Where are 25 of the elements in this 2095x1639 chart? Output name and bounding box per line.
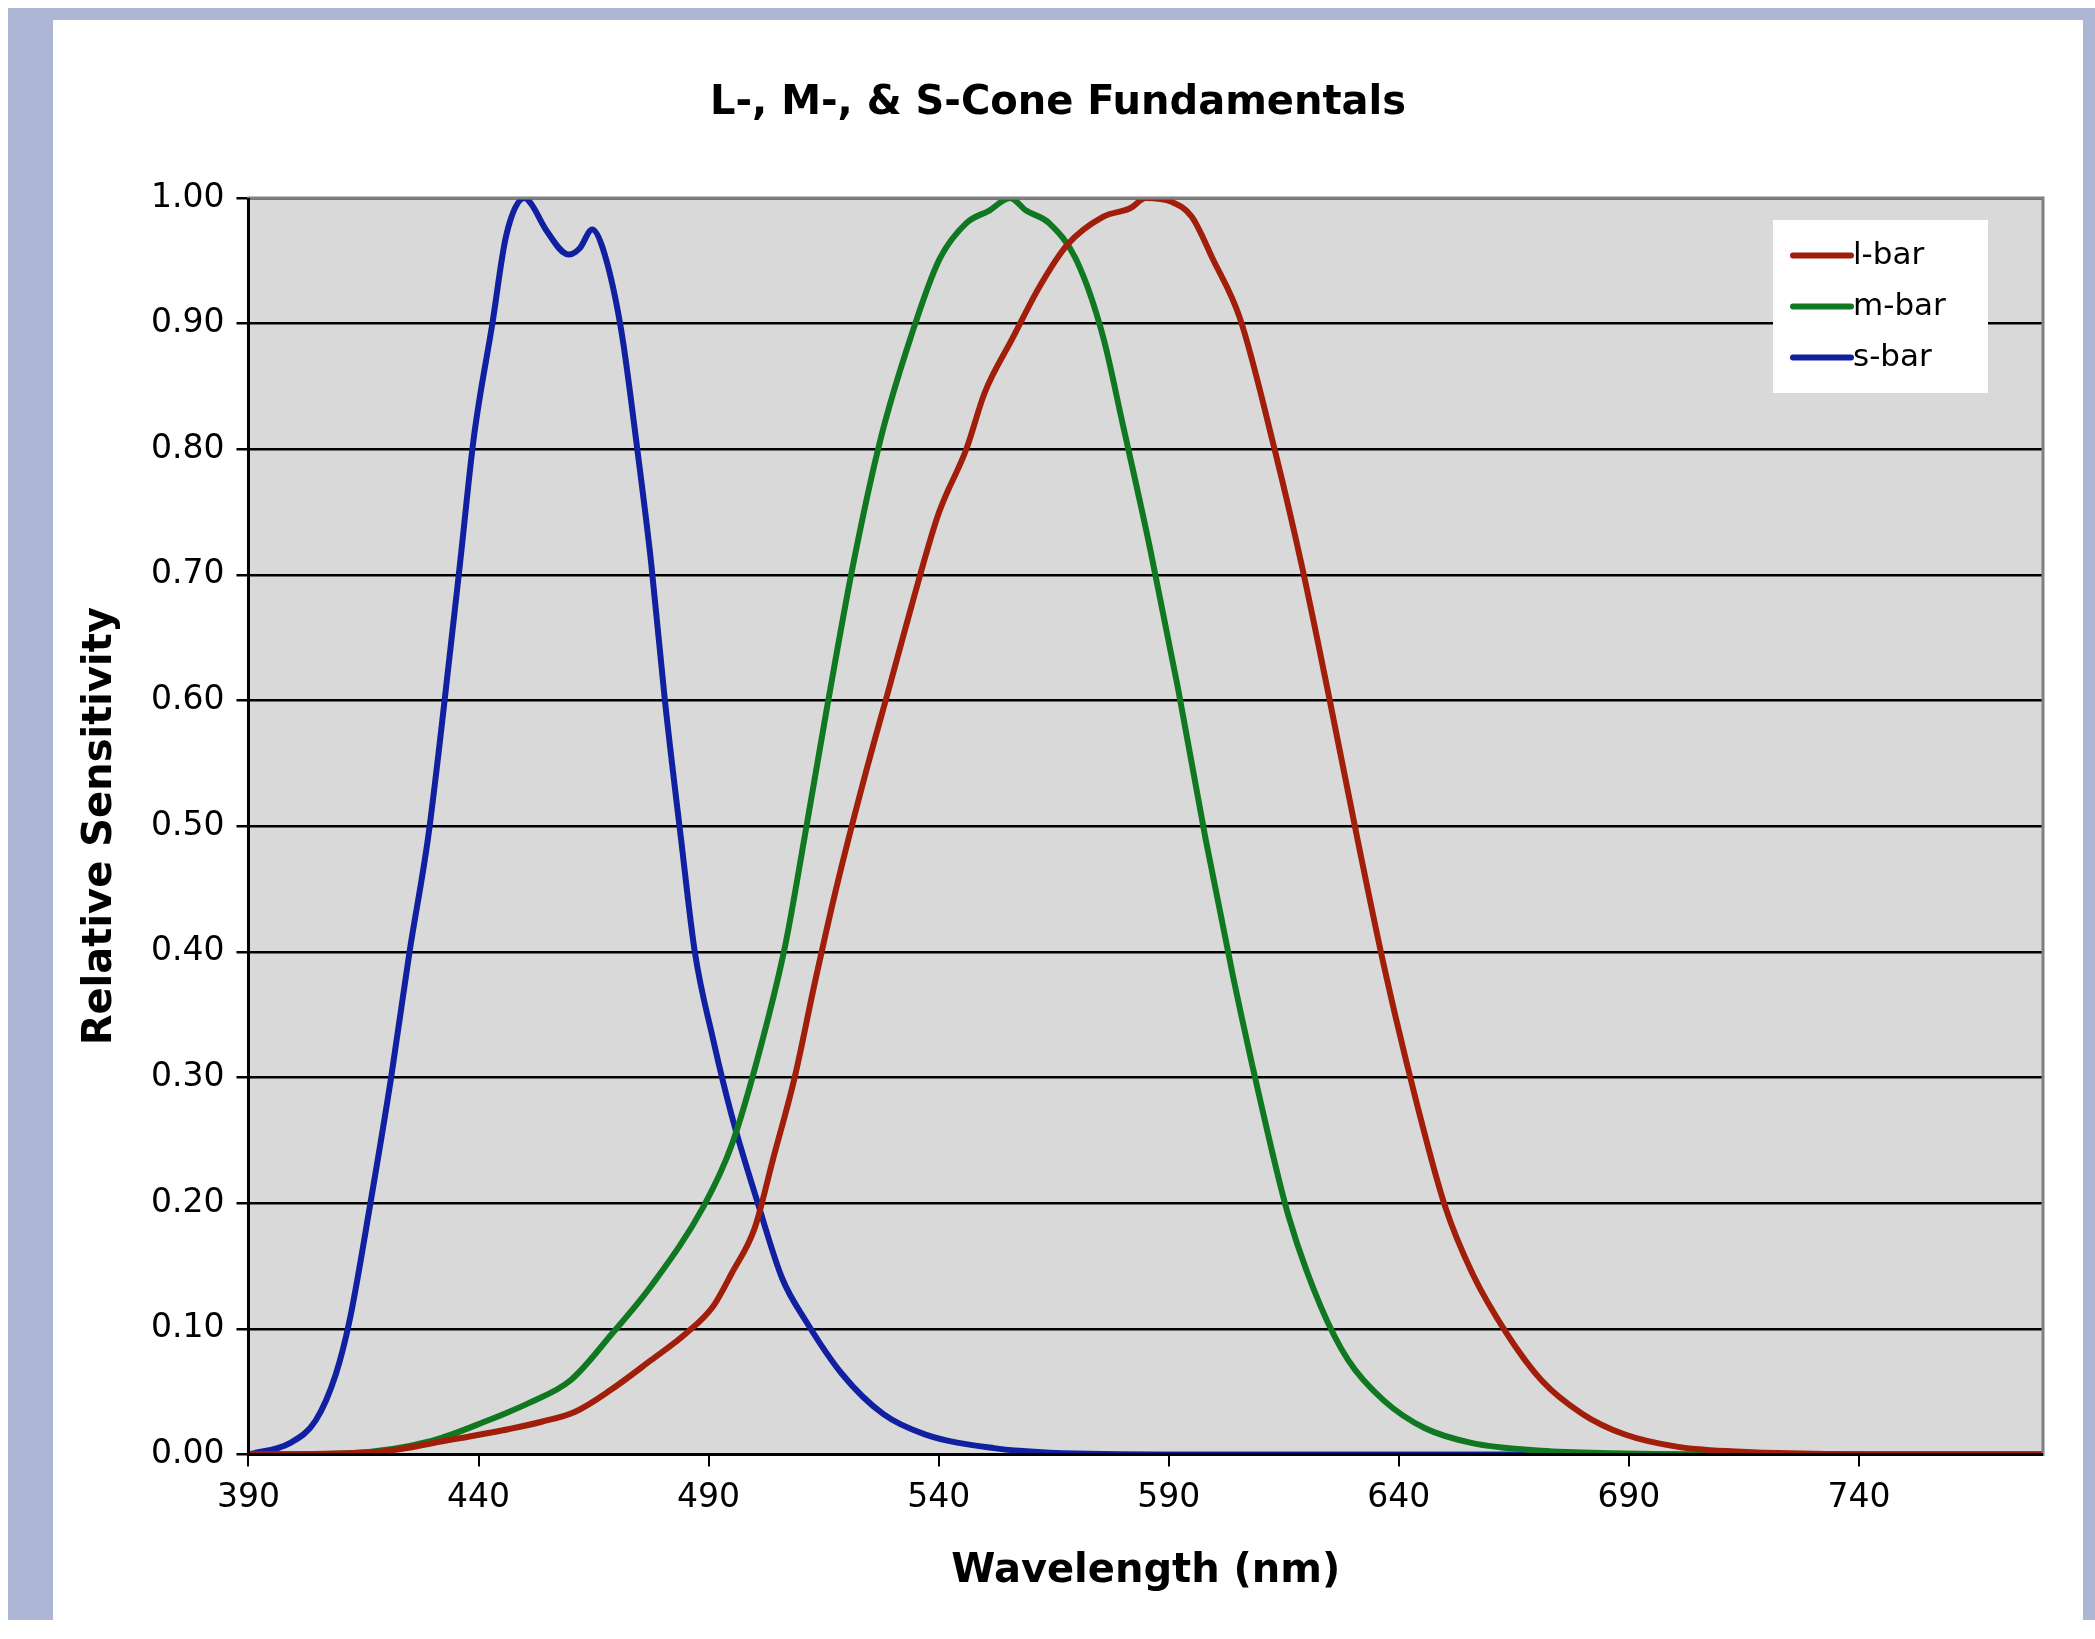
y-tick-label: 0.60	[150, 678, 225, 718]
y-axis-title: Relative Sensitivity	[74, 607, 121, 1046]
y-tick-label: 0.30	[150, 1055, 225, 1095]
y-tick-label: 0.70	[150, 552, 225, 592]
y-tick-label: 0.40	[150, 929, 225, 969]
y-tick-label: 0.00	[150, 1431, 225, 1471]
x-tick-label: 590	[1137, 1475, 1201, 1515]
x-tick-label: 440	[447, 1475, 511, 1515]
chart-title: L-, M-, & S-Cone Fundamentals	[709, 77, 1407, 124]
y-tick-label: 0.20	[150, 1180, 225, 1220]
y-tick-label: 0.80	[150, 426, 225, 466]
x-axis-title: Wavelength (nm)	[951, 1545, 1341, 1592]
y-tick-label: 1.00	[150, 175, 225, 215]
y-tick-label: 0.90	[150, 301, 225, 341]
legend-label: l-bar	[1853, 234, 1925, 271]
x-tick-label: 740	[1827, 1475, 1891, 1515]
x-tick-label: 690	[1597, 1475, 1661, 1515]
x-tick-label: 390	[216, 1475, 280, 1515]
legend-label: m-bar	[1853, 285, 1947, 322]
x-tick-label: 540	[907, 1475, 971, 1515]
x-tick-label: 490	[677, 1475, 741, 1515]
y-tick-label: 0.50	[150, 803, 225, 843]
legend-label: s-bar	[1853, 336, 1933, 373]
y-tick-label: 0.10	[150, 1306, 225, 1346]
x-tick-label: 640	[1367, 1475, 1431, 1515]
